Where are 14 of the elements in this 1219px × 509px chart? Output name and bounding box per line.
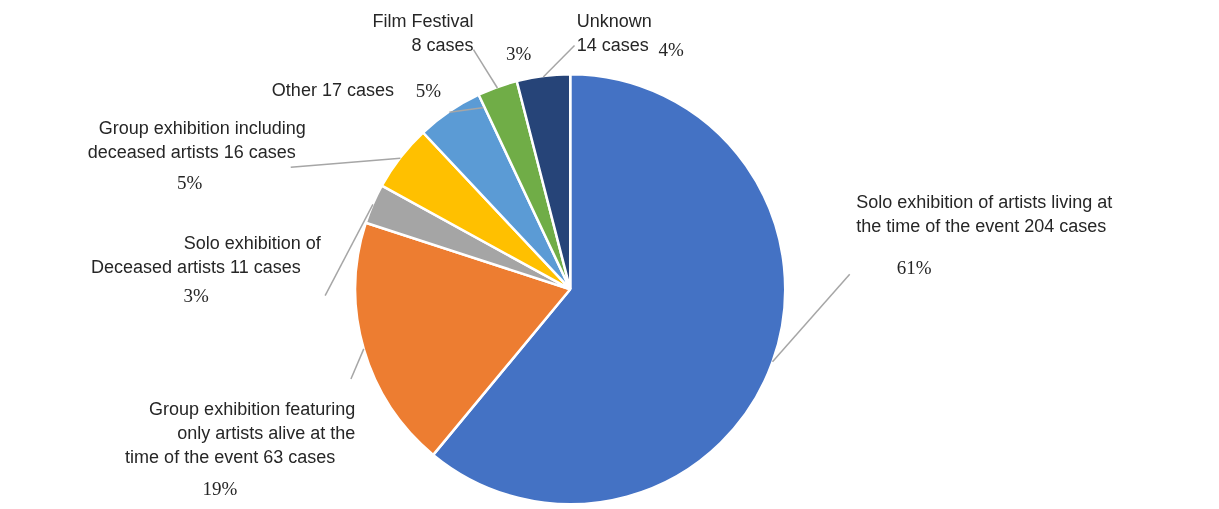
data-label: 4%	[658, 39, 685, 61]
data-label: 3%	[183, 285, 209, 307]
slice-label: Group exhibition featuring only artists alive at the time of the event 63 cases	[125, 398, 356, 467]
slice-label: Other 17 cases	[271, 80, 394, 101]
slice-label: Film Festival 8 cases	[372, 10, 474, 55]
slice-label: Unknown 14 cases	[576, 10, 652, 55]
data-label: 5%	[177, 171, 203, 193]
data-label: 3%	[505, 43, 532, 65]
data-label: 19%	[202, 477, 238, 499]
slice-label: Group exhibition including deceased artists 16 cases	[87, 117, 306, 162]
slice-label: Solo exhibition of artists living at the time of the event 204 cases	[856, 192, 1113, 237]
data-label: 5%	[415, 79, 442, 101]
slice-label: Solo exhibition of Deceased artists 11 cases	[91, 233, 322, 277]
data-label: 61%	[896, 257, 932, 279]
